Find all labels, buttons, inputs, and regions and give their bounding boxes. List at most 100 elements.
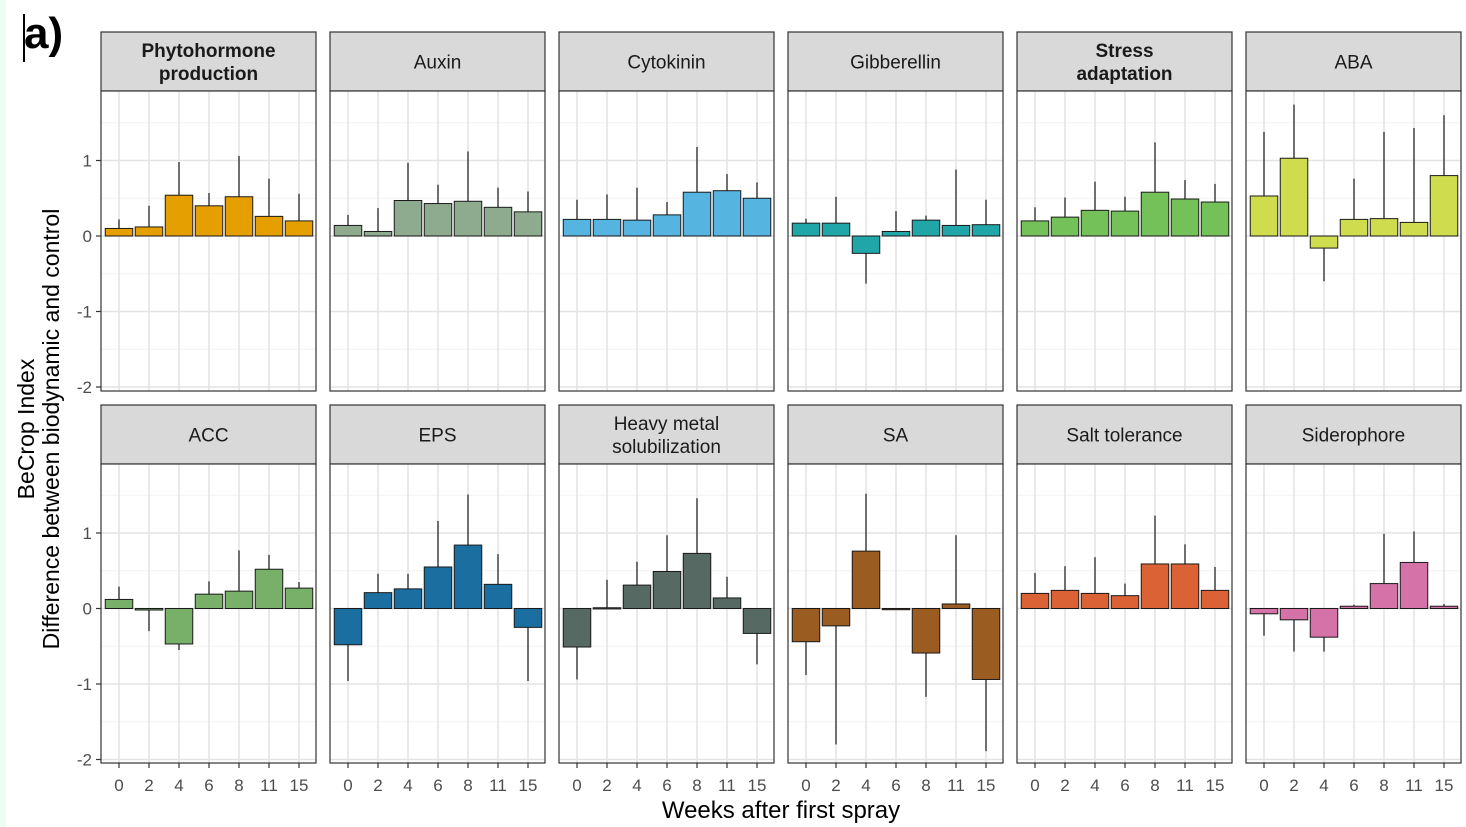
bar — [821, 222, 851, 237]
facet-title: Gibberellin — [850, 53, 941, 74]
y-tick-label: -1 — [77, 675, 92, 694]
panel-border — [787, 90, 1004, 392]
bar — [712, 597, 742, 609]
bar — [971, 608, 1001, 680]
bar — [881, 608, 911, 611]
x-tick-label: 15 — [1435, 776, 1454, 795]
facet-panel: Salt tolerance 0 2 4 6 8 11 15 — [1016, 404, 1233, 795]
x-tick-label: 11 — [260, 776, 278, 795]
bar — [104, 598, 134, 610]
bar — [363, 230, 393, 237]
facet-panel: Auxin — [329, 31, 546, 392]
x-tick-label: 8 — [234, 776, 243, 795]
bar — [1369, 583, 1399, 610]
bar — [1429, 175, 1459, 237]
bar — [1080, 209, 1110, 237]
facet-title: ABA — [1334, 53, 1372, 74]
y-tick-label: -2 — [77, 751, 92, 770]
facet-title: production — [159, 64, 258, 85]
y-axis-title-line2: Difference between biodynamic and contro… — [38, 209, 64, 650]
x-tick-label: 11 — [947, 776, 965, 795]
bar — [881, 230, 911, 237]
bar — [393, 200, 423, 237]
y-tick-label: -1 — [77, 303, 92, 322]
facet-panel: Siderophore 0 2 4 6 8 11 15 — [1245, 404, 1462, 795]
bar — [1080, 592, 1110, 610]
bar — [483, 206, 513, 237]
x-tick-label: 15 — [748, 776, 767, 795]
panel-border — [329, 90, 546, 392]
bar — [1309, 235, 1339, 249]
x-tick-label: 8 — [921, 776, 930, 795]
bar — [1110, 595, 1140, 609]
bar — [513, 608, 543, 628]
x-tick-label: 6 — [891, 776, 900, 795]
bar — [513, 211, 543, 237]
facet-title: Stress — [1095, 41, 1153, 62]
facet-panel: ACC -2 -1 0 1 0 2 4 6 8 11 15 — [77, 404, 317, 795]
x-tick-label: 0 — [114, 776, 123, 795]
facet-strip — [1016, 404, 1233, 465]
facet-title: ACC — [188, 426, 228, 447]
x-tick-label: 4 — [174, 776, 183, 795]
facet-title: SA — [883, 426, 909, 447]
x-axis-title: Weeks after first spray — [662, 797, 900, 824]
bar — [393, 588, 423, 609]
facet-panel: SA 0 2 4 6 8 11 15 — [787, 404, 1004, 795]
facet-title: Salt tolerance — [1066, 426, 1182, 447]
bar — [592, 607, 622, 610]
bar — [1200, 589, 1230, 610]
x-tick-label: 0 — [1030, 776, 1039, 795]
bar — [483, 583, 513, 610]
left-accent-strip — [0, 0, 6, 827]
bar — [712, 190, 742, 237]
x-tick-label: 6 — [662, 776, 671, 795]
x-tick-label: 6 — [433, 776, 442, 795]
bar — [284, 220, 314, 237]
facet-title: Phytohormone — [141, 41, 275, 62]
bar — [1339, 605, 1369, 609]
x-tick-label: 15 — [290, 776, 309, 795]
x-tick-label: 2 — [1289, 776, 1298, 795]
bar — [134, 226, 164, 237]
x-tick-label: 2 — [373, 776, 382, 795]
x-tick-label: 2 — [144, 776, 153, 795]
x-tick-label: 8 — [692, 776, 701, 795]
x-tick-label: 8 — [1150, 776, 1159, 795]
bar — [851, 235, 881, 254]
bar — [1399, 561, 1429, 610]
bar — [742, 197, 772, 237]
panel-border — [100, 90, 317, 392]
bar — [1170, 563, 1200, 610]
bar — [194, 205, 224, 237]
panel-border — [558, 90, 775, 392]
x-tick-label: 8 — [463, 776, 472, 795]
facet-title: Auxin — [414, 53, 462, 74]
facet-title: solubilization — [612, 437, 721, 458]
bar — [1020, 220, 1050, 237]
facet-strip — [1016, 31, 1233, 92]
bar — [1140, 191, 1170, 237]
bar — [284, 587, 314, 609]
y-tick-label: 0 — [83, 227, 92, 246]
bar — [562, 608, 592, 648]
bar — [224, 590, 254, 610]
bar — [363, 592, 393, 610]
x-tick-label: 6 — [1120, 776, 1129, 795]
x-tick-label: 0 — [343, 776, 352, 795]
bar — [423, 203, 453, 237]
x-tick-label: 11 — [718, 776, 736, 795]
bar — [164, 608, 194, 645]
bar — [1050, 589, 1080, 610]
facet-strip — [558, 31, 775, 92]
bar — [1020, 592, 1050, 610]
bar — [423, 566, 453, 609]
facet-panel: EPS 0 2 4 6 8 11 15 — [329, 404, 546, 795]
bar — [562, 218, 592, 237]
facet-panel: Cytokinin — [558, 31, 775, 392]
bar — [971, 224, 1001, 237]
x-tick-label: 2 — [1060, 776, 1069, 795]
x-tick-label: 11 — [489, 776, 507, 795]
